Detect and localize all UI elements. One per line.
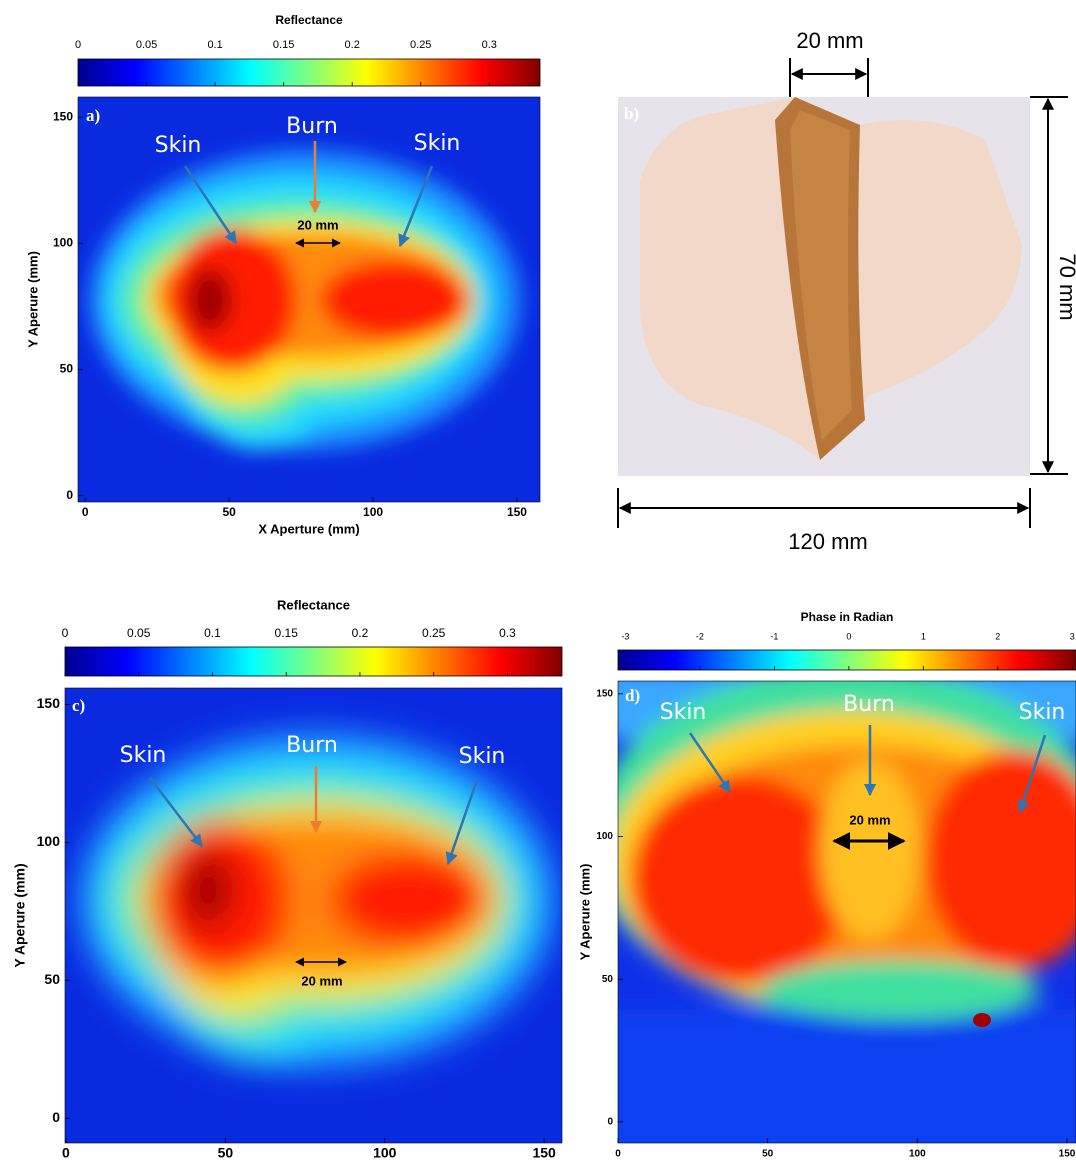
plot-frame (77, 96, 541, 503)
annotation: 120 mm (788, 529, 867, 554)
x-axis-label: X Aperture (mm) (259, 1162, 368, 1164)
x-tick-label: 0 (82, 505, 89, 519)
colorbar-tick-label: -2 (696, 631, 704, 641)
arrow (398, 165, 434, 248)
colorbar-label: Phase in Radian (801, 610, 894, 624)
colorbar-tick-label: 0.25 (410, 39, 431, 51)
arrow (1017, 734, 1047, 814)
arrow (149, 777, 203, 847)
colorbar (77, 58, 541, 87)
y-tick-label: 150 (37, 695, 61, 711)
photo: b) 20 mm 70 mm 120 mm (617, 28, 1076, 554)
colorbar-tick-label: 0.15 (275, 626, 299, 640)
colorbar-tick-label: -1 (770, 631, 778, 641)
x-axis-label: X Aperture (mm) (258, 521, 359, 536)
colorbar-tick-label: -3 (621, 631, 629, 641)
colorbar-tick-label: 0.15 (273, 39, 294, 51)
y-tick-label: 150 (596, 688, 613, 699)
x-tick-label: 0 (62, 1145, 70, 1161)
annotation: 20 mm (796, 28, 863, 53)
y-tick-label: 50 (602, 974, 614, 985)
colorbar-tick-label: 0.2 (352, 626, 369, 640)
colorbar-label: Reflectance (277, 597, 350, 612)
colorbar-tick-label: 0.05 (136, 39, 157, 51)
y-axis-label: Y Aperure (mm) (577, 864, 592, 961)
x-tick-label: 50 (762, 1149, 774, 1160)
annotation: 20 mm (297, 217, 338, 232)
x-tick-label: 50 (218, 1145, 234, 1161)
colorbar-tick-label: 1 (921, 631, 926, 641)
y-axis-label: Y Aperure (mm) (25, 251, 40, 348)
y-tick-label: 100 (596, 831, 613, 842)
annotation: Burn (843, 692, 895, 717)
y-tick-label: 100 (37, 833, 61, 849)
y-tick-label: 50 (60, 362, 74, 376)
y-tick-label: 50 (44, 971, 60, 987)
x-axis-label: X Aperture (mm) (796, 1162, 897, 1164)
annotation: Skin (155, 133, 202, 158)
hotspot (973, 1013, 991, 1027)
arrow (445, 779, 479, 866)
colorbar-tick-label: 0 (75, 39, 81, 51)
annotation: 20 mm (849, 812, 890, 827)
colorbar-tick-label: 0.3 (499, 626, 516, 640)
colorbar-tick-label: 0 (62, 626, 69, 640)
annotation: Skin (459, 744, 506, 769)
y-tick-label: 0 (52, 1109, 60, 1125)
colorbar (64, 646, 563, 677)
y-tick-label: 100 (53, 236, 73, 250)
plot-frame (617, 680, 1076, 1144)
colorbar-tick-label: 0.3 (482, 39, 497, 51)
colorbar-tick-label: 0.2 (345, 39, 360, 51)
panel-label: a) (86, 106, 100, 125)
heatmap-image (78, 97, 540, 502)
panel-label: c) (72, 696, 85, 715)
heatmap-image (618, 681, 1076, 1143)
annotation: Skin (120, 743, 167, 768)
panel-label: b) (624, 104, 639, 123)
annotation: Skin (660, 700, 707, 725)
arrow (688, 732, 732, 794)
x-tick-label: 100 (909, 1149, 926, 1160)
x-tick-label: 150 (1059, 1149, 1076, 1160)
colorbar-tick-label: 0 (846, 631, 851, 641)
annotation: Skin (414, 131, 461, 156)
y-tick-label: 0 (607, 1117, 613, 1128)
colorbar-tick-label: 0.05 (127, 626, 151, 640)
annotation: 20 mm (301, 973, 342, 988)
x-tick-label: 50 (222, 505, 236, 519)
annotation: Skin (1019, 700, 1066, 725)
annotation: 70 mm (1055, 253, 1076, 320)
colorbar (617, 649, 1076, 671)
annotation: Burn (286, 114, 338, 139)
y-axis-label: Y Aperure (mm) (12, 863, 28, 967)
colorbar-tick-label: 0.25 (422, 626, 446, 640)
colorbar-label: Reflectance (275, 13, 343, 27)
x-tick-label: 0 (615, 1149, 621, 1160)
plot-frame (64, 687, 563, 1144)
x-tick-label: 100 (363, 505, 383, 519)
x-tick-label: 100 (373, 1145, 397, 1161)
y-tick-label: 150 (53, 109, 73, 123)
annotation: Burn (286, 733, 338, 758)
panel-label: d) (625, 686, 640, 705)
heatmap-image (65, 688, 562, 1143)
arrow (183, 165, 238, 245)
colorbar-tick-label: 2 (995, 631, 1000, 641)
colorbar-tick-label: 3 (1070, 631, 1075, 641)
x-tick-label: 150 (532, 1145, 556, 1161)
y-tick-label: 0 (66, 488, 73, 502)
x-tick-label: 150 (507, 505, 527, 519)
colorbar-tick-label: 0.1 (204, 626, 221, 640)
colorbar-tick-label: 0.1 (207, 39, 222, 51)
